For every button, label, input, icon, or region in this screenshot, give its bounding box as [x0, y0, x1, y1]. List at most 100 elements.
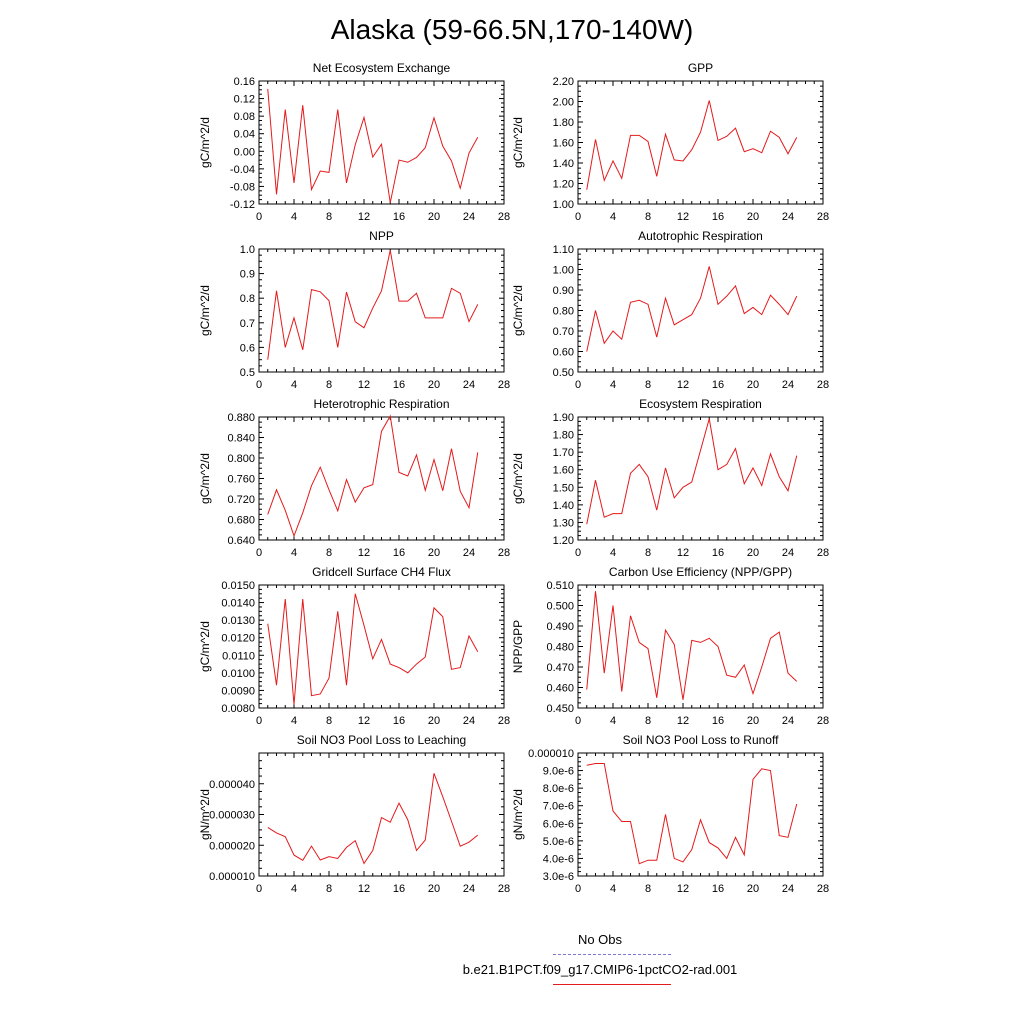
chart-9-title: Soil NO3 Pool Loss to Runoff [623, 733, 780, 747]
chart-0: Net Ecosystem Exchange 0 4 8 12 16 20 24 28 -0.12… [198, 61, 510, 223]
chart-6-ytick-label-3: 0.0110 [222, 650, 255, 662]
legend-label-model-run: b.e21.B1PCT.f09_g17.CMIP6-1pctCO2-rad.00… [462, 962, 738, 977]
chart-7-xtick-label-3: 12 [677, 715, 689, 727]
chart-4-ytick-label-5: 0.840 [227, 433, 255, 445]
chart-3-ylabel: gC/m^2/d [511, 285, 525, 336]
chart-4-ytick-label-0: 0.640 [227, 535, 255, 547]
chart-6-xtick-label-0: 0 [256, 715, 262, 727]
chart-3-ytick-label-5: 1.00 [553, 265, 574, 277]
chart-7-xtick-label-1: 4 [610, 715, 616, 727]
chart-1-xtick-label-4: 16 [712, 211, 724, 223]
chart-4-title: Heterotrophic Respiration [313, 397, 449, 411]
chart-7-ytick-label-4: 0.490 [546, 621, 574, 633]
chart-6-ytick-label-6: 0.0140 [221, 598, 255, 610]
chart-1-xtick-label-0: 0 [575, 211, 581, 223]
chart-8: Soil NO3 Pool Loss to Leaching 0 4 8 12 16 20 2… [198, 733, 510, 895]
chart-3-xtick-label-4: 16 [712, 379, 724, 391]
chart-9-frame [577, 752, 824, 877]
chart-6-xtick-label-7: 28 [498, 715, 510, 727]
chart-6-ytick-label-1: 0.0090 [221, 685, 255, 697]
chart-8-ytick-label-3: 0.000040 [209, 779, 255, 791]
chart-1-xtick-label-7: 28 [817, 211, 829, 223]
chart-4-xtick-label-2: 8 [326, 547, 332, 559]
chart-3-ytick-label-4: 0.90 [553, 285, 574, 297]
chart-6-ytick-label-7: 0.0150 [221, 580, 255, 592]
chart-6-xtick-label-6: 24 [463, 715, 475, 727]
chart-6-series-line-0 [267, 593, 479, 705]
chart-6-xtick-label-3: 12 [358, 715, 370, 727]
chart-7-ytick-label-0: 0.450 [546, 703, 574, 715]
chart-2-frame [258, 248, 505, 373]
chart-3-ytick-label-6: 1.10 [553, 244, 574, 256]
page-title: Alaska (59-66.5N,170-140W) [330, 14, 694, 45]
chart-6-ytick-label-5: 0.0130 [221, 615, 255, 627]
chart-7-xtick-label-2: 8 [645, 715, 651, 727]
legend-line-no-obs [553, 954, 671, 955]
chart-4-frame [258, 416, 505, 541]
chart-9-xtick-label-6: 24 [782, 883, 794, 895]
chart-3-title: Autotrophic Respiration [638, 229, 763, 243]
chart-3-xtick-label-1: 4 [610, 379, 616, 391]
chart-1-xtick-label-5: 20 [747, 211, 759, 223]
chart-6-xtick-label-5: 20 [428, 715, 440, 727]
chart-7-title: Carbon Use Efficiency (NPP/GPP) [609, 565, 792, 579]
chart-5-xtick-label-3: 12 [677, 547, 689, 559]
chart-3-ytick-label-1: 0.60 [553, 347, 574, 359]
chart-4: Heterotrophic Respiration 0 4 8 12 16 20 24 28 0.… [198, 397, 510, 559]
chart-9-ytick-label-6: 9.0e-6 [543, 766, 574, 778]
chart-9-series-line-0 [586, 763, 798, 865]
chart-4-xtick-label-3: 12 [358, 547, 370, 559]
chart-8-ytick-label-1: 0.000020 [209, 840, 255, 852]
chart-1-ylabel: gC/m^2/d [511, 117, 525, 168]
chart-9-xtick-label-4: 16 [712, 883, 724, 895]
chart-2-ytick-label-4: 0.9 [240, 269, 255, 281]
chart-0-xtick-label-1: 4 [291, 211, 297, 223]
legend-label-no-obs: No Obs [577, 932, 623, 947]
chart-6-xtick-label-1: 4 [291, 715, 297, 727]
chart-2: NPP 0 4 8 12 16 20 24 28 0.5 0.6 0.7 0.8 0.9 1.0 gC/m^2… [198, 229, 510, 391]
chart-1-ytick-label-4: 1.80 [553, 117, 574, 129]
chart-1-ytick-label-1: 1.20 [553, 179, 574, 191]
chart-2-xtick-label-2: 8 [326, 379, 332, 391]
chart-5-ytick-label-6: 1.80 [553, 430, 574, 442]
chart-1-xtick-label-3: 12 [677, 211, 689, 223]
chart-7-ytick-label-6: 0.510 [546, 580, 574, 592]
chart-7-frame [577, 584, 824, 709]
chart-5-xtick-label-6: 24 [782, 547, 794, 559]
chart-2-ytick-label-2: 0.7 [240, 318, 255, 330]
chart-1-xtick-label-1: 4 [610, 211, 616, 223]
chart-0-ytick-label-0: -0.12 [230, 199, 255, 211]
chart-4-xtick-label-1: 4 [291, 547, 297, 559]
chart-9-xtick-label-0: 0 [575, 883, 581, 895]
chart-4-series-line-0 [267, 414, 479, 538]
chart-0-xtick-label-0: 0 [256, 211, 262, 223]
chart-0-xtick-label-5: 20 [428, 211, 440, 223]
chart-1: GPP 0 4 8 12 16 20 24 28 1.00 1.20 1.40 1.60 1.80 2.00… [511, 61, 829, 223]
chart-7-xtick-label-4: 16 [712, 715, 724, 727]
chart-3-xtick-label-0: 0 [575, 379, 581, 391]
chart-5: Ecosystem Respiration 0 4 8 12 16 20 24 28 1.20 1.… [511, 397, 829, 559]
chart-7-ytick-label-3: 0.480 [546, 642, 574, 654]
chart-2-xtick-label-6: 24 [463, 379, 475, 391]
chart-9-ytick-label-4: 7.0e-6 [543, 801, 574, 813]
chart-5-ytick-label-4: 1.60 [553, 465, 574, 477]
chart-0-ytick-label-4: 0.04 [234, 129, 255, 141]
chart-2-xtick-label-7: 28 [498, 379, 510, 391]
chart-1-xtick-label-2: 8 [645, 211, 651, 223]
chart-5-ytick-label-2: 1.40 [553, 500, 574, 512]
chart-8-xtick-label-5: 20 [428, 883, 440, 895]
chart-0-xtick-label-4: 16 [393, 211, 405, 223]
chart-6-frame [258, 584, 505, 709]
chart-2-ytick-label-0: 0.5 [240, 367, 255, 379]
chart-5-xtick-label-1: 4 [610, 547, 616, 559]
chart-0-ytick-label-6: 0.12 [234, 94, 255, 106]
chart-1-ytick-label-6: 2.20 [553, 76, 574, 88]
chart-9-ytick-label-7: 0.000010 [528, 748, 574, 760]
chart-0-ytick-label-3: 0.00 [234, 146, 255, 158]
chart-3-xtick-label-3: 12 [677, 379, 689, 391]
chart-1-ytick-label-5: 2.00 [553, 97, 574, 109]
chart-0-series-line-0 [267, 88, 479, 203]
chart-5-ytick-label-1: 1.30 [553, 517, 574, 529]
chart-6-ytick-label-4: 0.0120 [221, 633, 255, 645]
